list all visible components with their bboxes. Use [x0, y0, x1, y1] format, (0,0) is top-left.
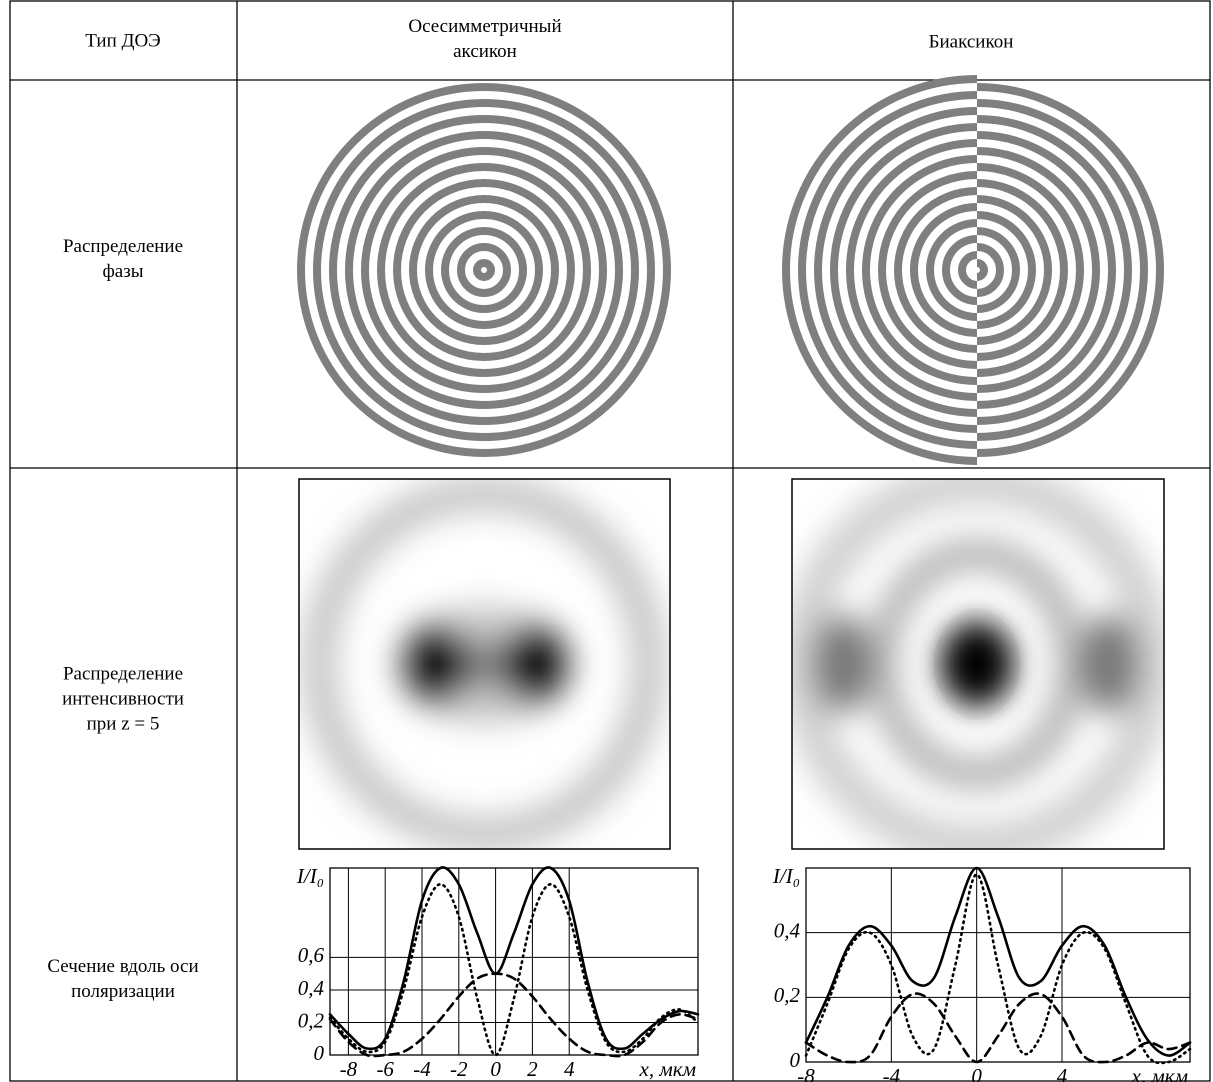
y-tick-label: 0,6 — [298, 943, 325, 967]
phase-ring — [349, 135, 619, 405]
cell-text: Распределение — [63, 236, 183, 257]
y-tick-label: 0,2 — [774, 983, 801, 1007]
cell-text: Биаксикон — [929, 31, 1014, 52]
y-tick-label: 0,4 — [298, 976, 325, 1000]
y-tick-label: 0,2 — [298, 1008, 325, 1032]
x-tick-label: -6 — [376, 1057, 394, 1081]
x-axis-label: x, мкм — [639, 1057, 696, 1081]
cell-text: Сечение вдоль оси — [47, 956, 198, 977]
series-line — [806, 994, 1190, 1062]
x-tick-label: -4 — [883, 1064, 901, 1082]
x-tick-label: -4 — [413, 1057, 431, 1081]
intensity-right — [792, 479, 1164, 849]
cell-text: Осесимметричный — [408, 16, 561, 37]
cell-text: Распределение — [63, 663, 183, 684]
charts: -8 -6 -4 -2 0 2 4 0 0,2 0,4 0,6 I/I₀ x, мкм-8 -4 0 4 0 0,… — [296, 864, 1190, 1082]
phase-ring — [477, 263, 491, 277]
line-chart: -8 -6 -4 -2 0 2 4 0 0,2 0,4 0,6 I/I₀ x, мкм — [296, 864, 698, 1081]
phase-ring — [461, 247, 507, 293]
x-tick-label: 4 — [1057, 1064, 1068, 1082]
phase-ring — [445, 231, 523, 309]
y-axis-label: I/I₀ — [296, 864, 324, 888]
series-line — [806, 868, 1190, 1056]
cell-text: интенсивности — [62, 688, 184, 709]
y-tick-label: 0 — [790, 1048, 801, 1072]
phase-ring — [970, 263, 984, 277]
cell-text: поляризации — [71, 981, 175, 1002]
y-tick-label: 0 — [314, 1041, 325, 1065]
x-tick-label: 4 — [564, 1057, 575, 1081]
y-tick-label: 0,4 — [774, 918, 801, 942]
cell-text: аксикон — [453, 41, 517, 62]
header-cell: Тип ДОЭ — [85, 30, 160, 51]
phase-ring — [397, 183, 571, 357]
phase-images — [301, 79, 1168, 461]
x-tick-label: 0 — [490, 1057, 501, 1081]
y-axis-label: I/I₀ — [772, 864, 800, 888]
intensity-left — [299, 479, 670, 849]
x-tick-label: -2 — [450, 1057, 468, 1081]
x-tick-label: -8 — [340, 1057, 358, 1081]
cell-text: при z = 5 — [87, 713, 160, 734]
phase-ring — [413, 199, 555, 341]
phase-ring — [301, 87, 667, 453]
x-tick-label: 2 — [527, 1057, 538, 1081]
x-tick-label: 0 — [971, 1064, 982, 1082]
x-axis-label: x, мкм — [1131, 1064, 1188, 1082]
figure-table: Тип ДОЭ Осесимметричный аксикон Биаксикон Ра… — [0, 0, 1213, 1082]
cell-text: фазы — [102, 261, 143, 282]
